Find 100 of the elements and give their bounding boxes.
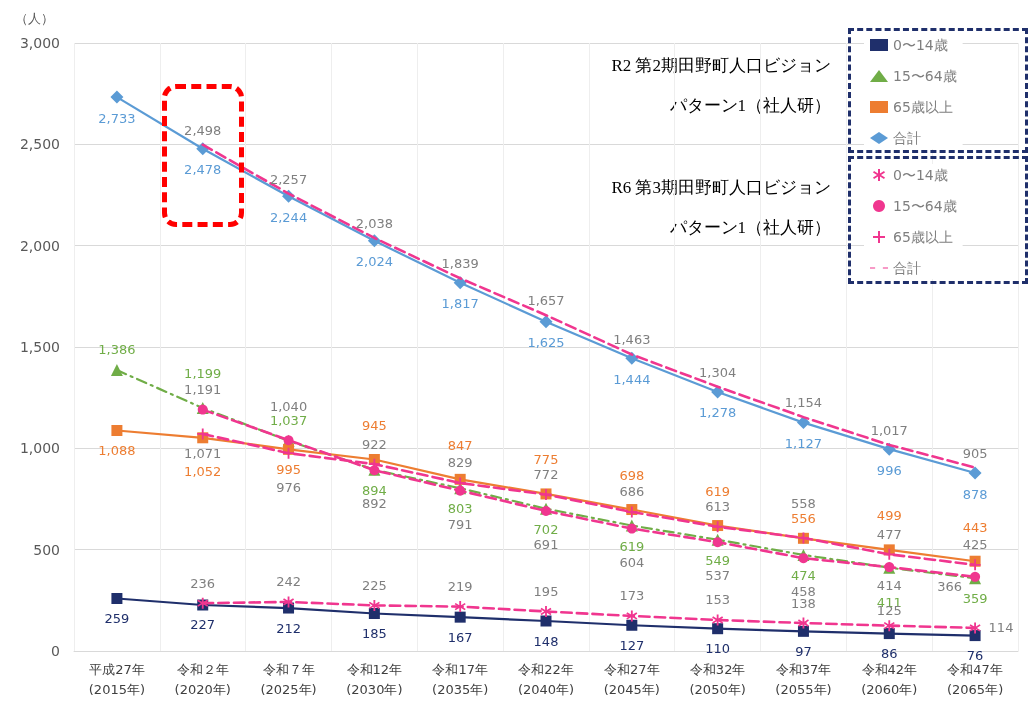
data-label: 1,463 — [613, 332, 651, 348]
data-label: 76 — [966, 648, 984, 664]
point — [712, 537, 723, 548]
data-label: 619 — [619, 538, 645, 554]
point — [969, 622, 981, 634]
data-label: 549 — [705, 552, 731, 568]
data-label: 996 — [876, 462, 902, 478]
data-label: 558 — [791, 496, 816, 512]
data-label: 185 — [361, 626, 387, 642]
data-label: 905 — [962, 445, 988, 461]
legend-label: 合計 — [893, 130, 921, 146]
point — [111, 593, 123, 605]
data-label: 236 — [190, 575, 216, 591]
data-label: 691 — [533, 536, 559, 552]
data-label: 1,839 — [441, 256, 479, 272]
legend-label: 0〜14歳 — [893, 37, 948, 53]
data-label: 259 — [104, 611, 130, 627]
data-label: 878 — [962, 486, 988, 502]
x-tick-label: 令和12年 (2030年) — [346, 661, 403, 697]
data-label: 1,037 — [269, 412, 308, 428]
y-tick-label: 2,500 — [19, 136, 60, 153]
data-label: 1,154 — [784, 395, 823, 411]
x-tick-label: 令和32年 (2050年) — [689, 661, 746, 697]
y-tick-label: 1,000 — [19, 440, 60, 457]
data-label: 1,444 — [613, 371, 651, 387]
point — [796, 416, 810, 430]
data-label: 195 — [533, 583, 559, 599]
point — [110, 90, 124, 104]
data-label: 995 — [276, 461, 301, 477]
data-label: 127 — [619, 637, 645, 653]
data-label: 1,199 — [184, 366, 222, 381]
data-label: 537 — [705, 568, 731, 584]
data-label: 477 — [876, 526, 902, 542]
data-label: 212 — [276, 620, 301, 636]
point — [454, 611, 466, 623]
point — [797, 625, 809, 637]
data-label: 772 — [533, 467, 559, 483]
data-label: 976 — [276, 479, 301, 495]
x-tick-label: 令和２年 (2020年) — [174, 661, 231, 697]
data-label: 791 — [447, 516, 473, 532]
point — [540, 615, 552, 627]
data-label: 1,052 — [184, 464, 222, 480]
data-label: 892 — [361, 496, 387, 512]
data-label: 2,257 — [269, 171, 308, 187]
data-label: 219 — [447, 579, 473, 595]
x-tick-label: 令和22年 (2040年) — [517, 661, 575, 697]
point — [883, 548, 895, 560]
data-label: 153 — [705, 592, 731, 608]
data-label: 1,088 — [98, 443, 136, 458]
y-tick-label: 1,500 — [19, 339, 60, 355]
data-label: 359 — [962, 591, 988, 607]
point — [110, 364, 123, 377]
point — [798, 553, 809, 564]
data-label: 97 — [795, 643, 812, 659]
x-tick-label: 令和47年 (2065年) — [946, 661, 1004, 697]
data-label: 702 — [533, 521, 559, 537]
data-label: 945 — [361, 417, 387, 433]
point — [626, 619, 638, 631]
data-label: 443 — [962, 519, 988, 535]
point — [539, 315, 553, 329]
x-tick-label: 平成27年 (2015年) — [88, 661, 146, 697]
data-label: 225 — [361, 577, 387, 593]
point — [111, 425, 123, 436]
legend-label: 65歳以上 — [893, 99, 953, 115]
data-label: 425 — [962, 537, 988, 553]
data-label: 242 — [276, 574, 301, 590]
point — [712, 623, 724, 635]
data-label: 2,024 — [355, 254, 393, 270]
data-label: 1,071 — [184, 446, 222, 462]
point — [626, 523, 637, 534]
x-tick-label: 令和17年 (2035年) — [432, 661, 489, 697]
legend-label: 合計 — [893, 260, 921, 276]
data-label: 1,017 — [870, 422, 908, 438]
point — [197, 428, 209, 440]
data-label: 2,733 — [98, 110, 136, 126]
x-tick-label: 令和７年 (2025年) — [260, 661, 317, 697]
legend-label: 15〜64歳 — [893, 68, 957, 84]
data-label: 414 — [876, 578, 902, 594]
data-label: 1,657 — [527, 293, 565, 309]
x-tick-label: 令和37年 (2055年) — [775, 661, 832, 697]
data-label: 114 — [988, 620, 1014, 636]
legend-label: 65歳以上 — [893, 229, 953, 245]
x-tick-label: 令和42年 (2060年) — [861, 661, 918, 697]
point — [969, 630, 981, 642]
point — [883, 628, 895, 640]
point — [883, 620, 895, 632]
data-label: 474 — [791, 567, 816, 583]
y-tick-label: 3,000 — [19, 35, 60, 51]
point — [712, 614, 724, 626]
legend-label: 0〜14歳 — [893, 167, 948, 183]
data-label: 775 — [533, 452, 559, 468]
data-label: 613 — [705, 499, 731, 515]
data-label: 2,478 — [184, 162, 222, 178]
data-label: 686 — [619, 484, 645, 500]
data-label: 1,386 — [98, 342, 136, 358]
data-label: 829 — [447, 455, 473, 471]
data-label: 1,127 — [784, 436, 823, 452]
data-label: 847 — [447, 437, 473, 453]
data-label: 86 — [881, 646, 898, 662]
point — [368, 599, 380, 611]
